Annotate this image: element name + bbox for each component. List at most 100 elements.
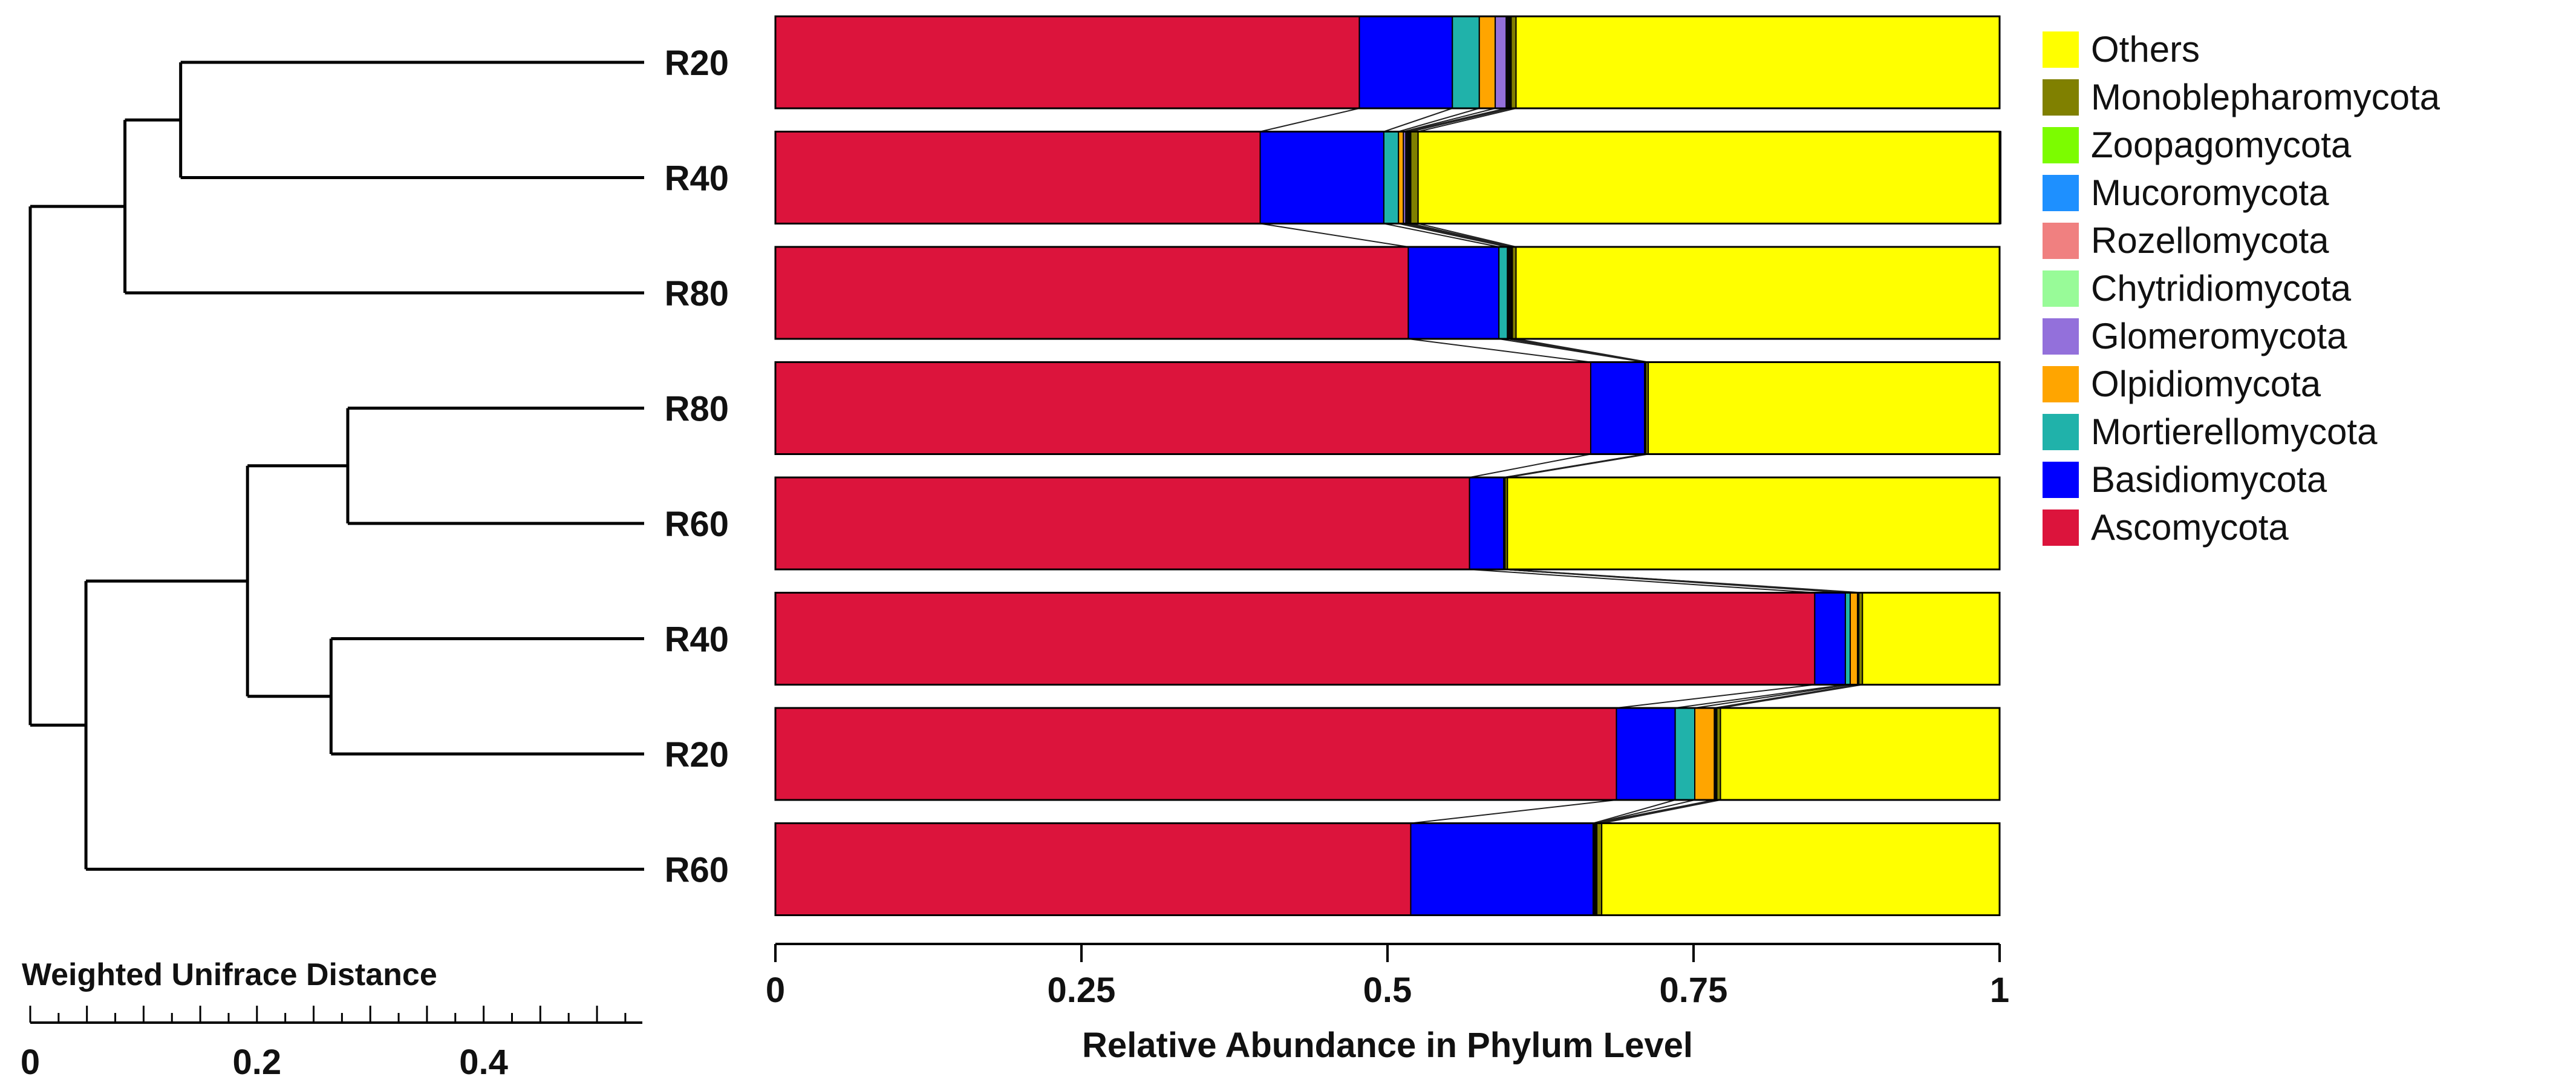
connector-monoblepharomycota-1	[1418, 108, 1516, 133]
bar-segment-others-row-5	[1507, 477, 2001, 570]
legend-label-mucoromycota: Mucoromycota	[2091, 172, 2329, 213]
bar-segment-others-row-8	[1601, 822, 2000, 916]
connector-zoopagomycota-1	[1410, 108, 1511, 133]
x-tick-label-0-25: 0.25	[1048, 971, 1116, 1010]
bar-segment-mortierellomycota-row-3	[1498, 246, 1508, 339]
sample-label-4: R80	[665, 390, 729, 429]
x-axis: 0 0.25 0.5 0.75 1 Relative Abundance in Phylu…	[766, 943, 2009, 1065]
bar-segment-basidiomycota-row-6	[1814, 592, 1846, 686]
bar-segment-others-row-7	[1720, 707, 2001, 801]
x-tick-label-0: 0	[766, 971, 785, 1010]
bar-outline-row-3	[774, 246, 2001, 340]
legend-swatch-monoblepharomycota	[2043, 79, 2079, 116]
connector-basidiomycota-7	[1593, 799, 1675, 824]
legend-swatch-glomeromycota	[2043, 318, 2079, 355]
legend-swatch-mortierellomycota	[2043, 414, 2079, 450]
connector-olpidiomycota-1	[1403, 108, 1496, 133]
distance-scale-label-0-4: 0.4	[459, 1043, 508, 1082]
bar-segment-basidiomycota-row-5	[1469, 477, 1505, 570]
legend-swatch-ascomycota	[2043, 509, 2079, 546]
connector-ascomycota-7	[1410, 799, 1617, 824]
connector-zoopagomycota-7	[1596, 799, 1717, 824]
bar-segment-mortierellomycota-row-7	[1674, 707, 1696, 801]
sample-label-1: R20	[665, 44, 729, 83]
bar-segment-mortierellomycota-row-6	[1844, 592, 1851, 686]
bar-segment-ascomycota-row-3	[775, 246, 1409, 339]
bar-segment-monoblepharomycota-row-2	[1410, 131, 1419, 224]
bar-outline-row-5	[774, 476, 2001, 571]
bar-outline-row-4	[774, 361, 2001, 455]
sample-label-8: R60	[665, 851, 729, 890]
bar-segment-others-row-4	[1648, 361, 2001, 455]
legend-label-monoblepharomycota: Monoblepharomycota	[2091, 77, 2441, 117]
bar-segment-basidiomycota-row-7	[1616, 707, 1676, 801]
connector-monoblepharomycota-7	[1602, 799, 1721, 824]
legend-label-zoopagomycota: Zoopagomycota	[2091, 125, 2352, 165]
legend-swatch-mucoromycota	[2043, 175, 2079, 211]
connector-monoblepharomycota-3	[1516, 338, 1649, 363]
bar-segment-ascomycota-row-7	[775, 707, 1617, 801]
bar-connectors	[1260, 108, 1863, 824]
connector-basidiomycota-1	[1383, 108, 1453, 133]
connector-ascomycota-4	[1469, 453, 1591, 478]
bar-segment-olpidiomycota-row-1	[1478, 16, 1496, 109]
bar-segment-ascomycota-row-1	[775, 16, 1360, 109]
distance-scale-label-0-2: 0.2	[232, 1043, 281, 1082]
legend-label-mortierellomycota: Mortierellomycota	[2091, 411, 2378, 452]
x-tick-label-0-75: 0.75	[1660, 971, 1728, 1010]
dendrogram	[28, 61, 644, 871]
bar-outline-row-8	[774, 822, 2001, 916]
legend: Others Monoblepharomycota Zoopagomycota Muc…	[2043, 29, 2441, 548]
bar-segment-glomeromycota-row-1	[1495, 16, 1507, 109]
legend-label-basidiomycota: Basidiomycota	[2091, 459, 2327, 500]
sample-label-2: R40	[665, 159, 729, 198]
sample-label-7: R20	[665, 735, 729, 775]
bar-segment-ascomycota-row-6	[775, 592, 1816, 686]
legend-swatch-chytridiomycota	[2043, 270, 2079, 307]
x-tick-label-0-5: 0.5	[1363, 971, 1412, 1010]
x-tick-label-1: 1	[1990, 971, 2009, 1010]
legend-swatch-basidiomycota	[2043, 462, 2079, 498]
bar-segment-others-row-3	[1515, 246, 2000, 339]
bar-segment-olpidiomycota-row-7	[1694, 707, 1715, 801]
bar-segment-ascomycota-row-8	[775, 822, 1412, 916]
legend-swatch-rozellomycota	[2043, 223, 2079, 259]
legend-swatch-zoopagomycota	[2043, 127, 2079, 163]
connector-basidiomycota-2	[1383, 223, 1499, 247]
connector-monoblepharomycota-2	[1418, 223, 1516, 247]
bar-outline-row-7	[774, 707, 2001, 801]
connector-ascomycota-3	[1408, 338, 1591, 363]
bar-segment-olpidiomycota-row-6	[1850, 592, 1859, 686]
bar-segment-mortierellomycota-row-1	[1452, 16, 1480, 109]
bar-segment-basidiomycota-row-1	[1358, 16, 1453, 109]
bar-outline-row-2	[774, 131, 2001, 224]
sample-labels: R20 R40 R80 R80 R60 R40 R20 R60	[665, 44, 729, 890]
connector-ascomycota-5	[1469, 569, 1815, 594]
connector-mortierellomycota-6	[1694, 684, 1851, 709]
bar-segment-others-row-2	[1417, 131, 2002, 224]
legend-swatch-olpidiomycota	[2043, 366, 2079, 402]
legend-swatch-others	[2043, 31, 2079, 68]
legend-label-ascomycota: Ascomycota	[2091, 507, 2289, 548]
bar-segment-olpidiomycota-row-2	[1398, 131, 1404, 224]
distance-scale-bar: Weighted Unifrace Distance 0 0.2 0.4	[21, 957, 642, 1082]
distance-scale-label-0: 0	[21, 1043, 40, 1082]
bar-outline-row-6	[774, 592, 2001, 686]
bar-segment-others-row-1	[1515, 16, 2000, 109]
bar-segment-ascomycota-row-2	[775, 131, 1261, 224]
bar-segment-ascomycota-row-5	[775, 477, 1470, 570]
bar-segment-monoblepharomycota-row-1	[1510, 16, 1517, 109]
legend-label-rozellomycota: Rozellomycota	[2091, 220, 2329, 261]
connector-monoblepharomycota-6	[1720, 684, 1863, 709]
bar-segment-mortierellomycota-row-2	[1383, 131, 1400, 224]
x-axis-title: Relative Abundance in Phylum Level	[1082, 1026, 1693, 1065]
bar-segment-basidiomycota-row-4	[1590, 361, 1646, 455]
connector-mortierellomycota-1	[1398, 108, 1480, 133]
bar-segment-monoblepharomycota-row-8	[1596, 822, 1603, 916]
legend-label-olpidiomycota: Olpidiomycota	[2091, 364, 2321, 404]
connector-monoblepharomycota-5	[1507, 569, 1863, 594]
connector-ascomycota-6	[1616, 684, 1815, 709]
connector-basidiomycota-6	[1675, 684, 1846, 709]
legend-label-chytridiomycota: Chytridiomycota	[2091, 268, 2352, 309]
